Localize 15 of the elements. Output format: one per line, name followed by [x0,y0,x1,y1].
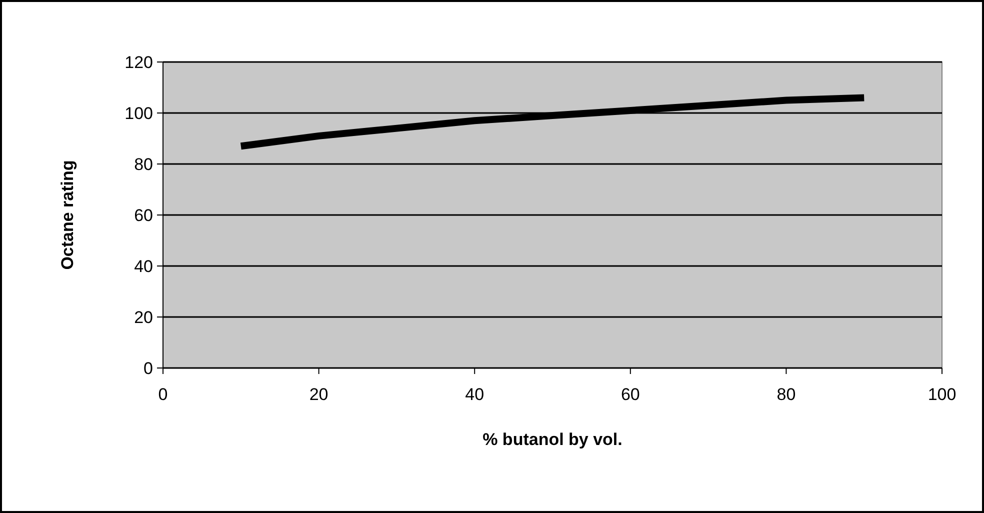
y-tick-label: 120 [124,52,153,72]
y-tick-label: 40 [134,256,153,276]
x-tick-label: 100 [928,385,956,404]
y-axis-title: Octane rating [58,160,77,270]
x-tick-label: 60 [620,385,640,404]
y-tick-label: 80 [134,154,153,174]
x-tick-label: 80 [776,385,796,404]
x-tick-label: 40 [465,385,484,404]
x-tick-label: 20 [309,385,328,404]
y-tick-label: 0 [144,358,153,378]
y-tick-label: 20 [134,308,153,327]
y-tick-label: 60 [134,206,153,225]
x-tick-label: 0 [158,385,168,404]
x-axis-title: % butanol by vol. [482,430,622,449]
y-tick-label: 100 [124,104,153,123]
